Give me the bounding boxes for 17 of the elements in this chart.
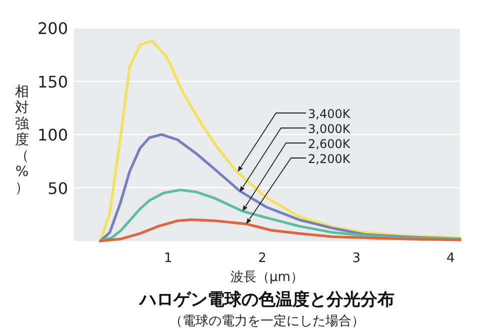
y-tick-label: 50 [48,178,68,198]
annotation: 2,200K [308,152,352,166]
annotation: 3,000K [308,122,352,136]
annotation: 2,600K [308,137,352,151]
line-series [99,218,462,242]
text: ハロゲン電球の色温度と分光分布 [138,290,394,310]
x-axis-title: 波長（μm） [230,270,304,285]
x-tick-label: 3 [352,251,361,266]
y-tick-label: 100 [37,126,68,144]
x-tick-label: 4 [446,251,455,266]
y-tick-label: 150 [37,72,68,92]
text: （電球の電力を一定にした場合） [170,314,364,329]
y-tick-label: 200 [37,19,68,38]
annotation: 3,400K [308,107,352,121]
x-tick-label: 2 [258,251,266,266]
y-axis-title: 相対強度（%） [15,84,29,196]
x-tick-label: 1 [164,251,172,266]
